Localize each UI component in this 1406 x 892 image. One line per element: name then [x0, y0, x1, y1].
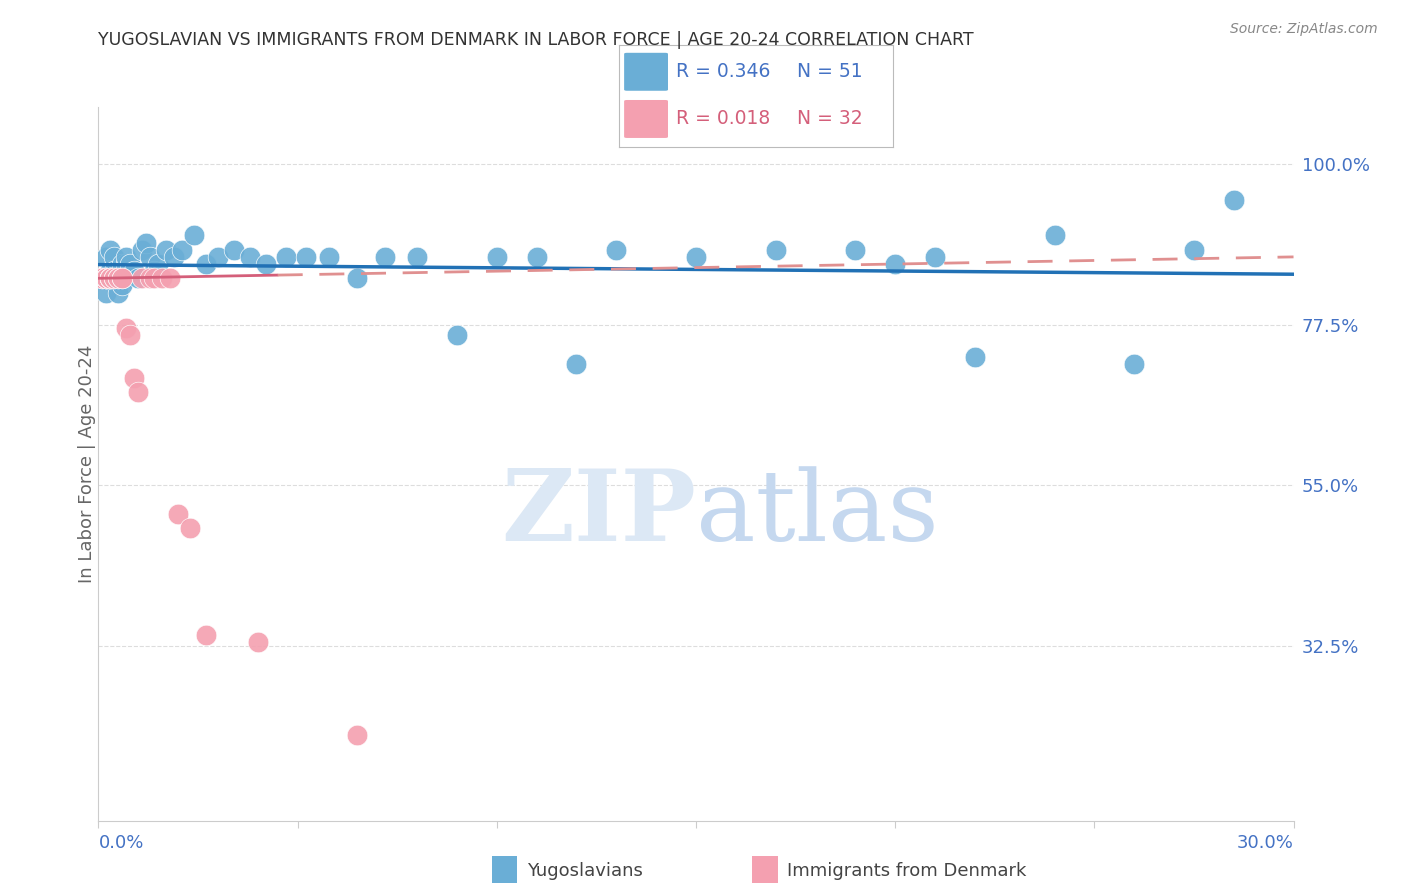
Point [139, 250, 162, 264]
Point [107, 271, 129, 285]
Point [254, 257, 277, 271]
Point [96, 271, 118, 285]
Text: YUGOSLAVIAN VS IMMIGRANTS FROM DENMARK IN LABOR FORCE | AGE 20-24 CORRELATION CH: YUGOSLAVIAN VS IMMIGRANTS FROM DENMARK I… [98, 31, 974, 49]
Point [565, 357, 588, 371]
Point [1222, 193, 1246, 207]
Point [605, 243, 627, 257]
Text: N = 32: N = 32 [797, 110, 862, 128]
Point [446, 328, 468, 343]
Point [96, 285, 118, 300]
Point [183, 228, 205, 243]
Point [96, 271, 118, 285]
Point [526, 250, 548, 264]
Point [111, 271, 134, 285]
Point [318, 250, 340, 264]
Point [107, 271, 129, 285]
Point [131, 243, 153, 257]
Text: Immigrants from Denmark: Immigrants from Denmark [787, 862, 1026, 880]
Text: atlas: atlas [696, 466, 939, 562]
Point [207, 250, 229, 264]
Point [100, 264, 122, 278]
Point [131, 271, 153, 285]
Text: N = 51: N = 51 [797, 62, 862, 81]
Point [135, 235, 157, 250]
Point [96, 271, 118, 285]
Point [103, 250, 125, 264]
Point [143, 271, 166, 285]
Text: R = 0.018: R = 0.018 [676, 110, 770, 128]
Point [115, 257, 138, 271]
Point [91, 271, 114, 285]
Point [485, 250, 508, 264]
Point [120, 257, 142, 271]
Point [1182, 243, 1205, 257]
Point [179, 521, 201, 535]
Text: Source: ZipAtlas.com: Source: ZipAtlas.com [1230, 22, 1378, 37]
Point [239, 250, 262, 264]
Point [91, 271, 114, 285]
Point [346, 271, 368, 285]
Point [685, 250, 707, 264]
Point [150, 271, 173, 285]
Point [139, 271, 162, 285]
Point [100, 271, 122, 285]
Point [124, 264, 146, 278]
Text: Yugoslavians: Yugoslavians [527, 862, 643, 880]
Text: R = 0.346: R = 0.346 [676, 62, 770, 81]
Point [167, 507, 190, 521]
Point [1123, 357, 1146, 371]
Point [96, 271, 118, 285]
Point [127, 271, 149, 285]
Point [172, 243, 194, 257]
Point [222, 243, 245, 257]
Point [91, 271, 114, 285]
Point [159, 271, 181, 285]
Point [374, 250, 396, 264]
Point [107, 271, 129, 285]
Point [96, 250, 118, 264]
Point [765, 243, 787, 257]
FancyBboxPatch shape [624, 53, 668, 91]
Point [163, 250, 186, 264]
Text: 30.0%: 30.0% [1237, 834, 1294, 852]
Point [924, 250, 946, 264]
Point [103, 264, 125, 278]
Point [111, 271, 134, 285]
Point [120, 328, 142, 343]
Point [148, 257, 170, 271]
Point [127, 385, 149, 400]
Point [294, 250, 316, 264]
FancyBboxPatch shape [624, 100, 668, 138]
Point [195, 628, 218, 642]
Point [844, 243, 866, 257]
Point [103, 271, 125, 285]
Text: 0.0%: 0.0% [98, 834, 143, 852]
Point [195, 257, 218, 271]
Point [155, 243, 177, 257]
Point [274, 250, 297, 264]
Point [115, 250, 138, 264]
Point [115, 321, 138, 335]
Point [100, 271, 122, 285]
Point [96, 271, 118, 285]
Point [100, 271, 122, 285]
Point [1043, 228, 1066, 243]
Point [111, 278, 134, 293]
Point [346, 728, 368, 742]
Y-axis label: In Labor Force | Age 20-24: In Labor Force | Age 20-24 [79, 344, 96, 583]
Text: ZIP: ZIP [501, 466, 696, 562]
Point [246, 635, 269, 649]
Point [124, 371, 146, 385]
Point [143, 264, 166, 278]
Point [100, 243, 122, 257]
Point [111, 257, 134, 271]
Point [107, 285, 129, 300]
Point [884, 257, 907, 271]
Point [406, 250, 429, 264]
Point [103, 271, 125, 285]
Point [100, 271, 122, 285]
Point [963, 350, 986, 364]
Point [100, 271, 122, 285]
